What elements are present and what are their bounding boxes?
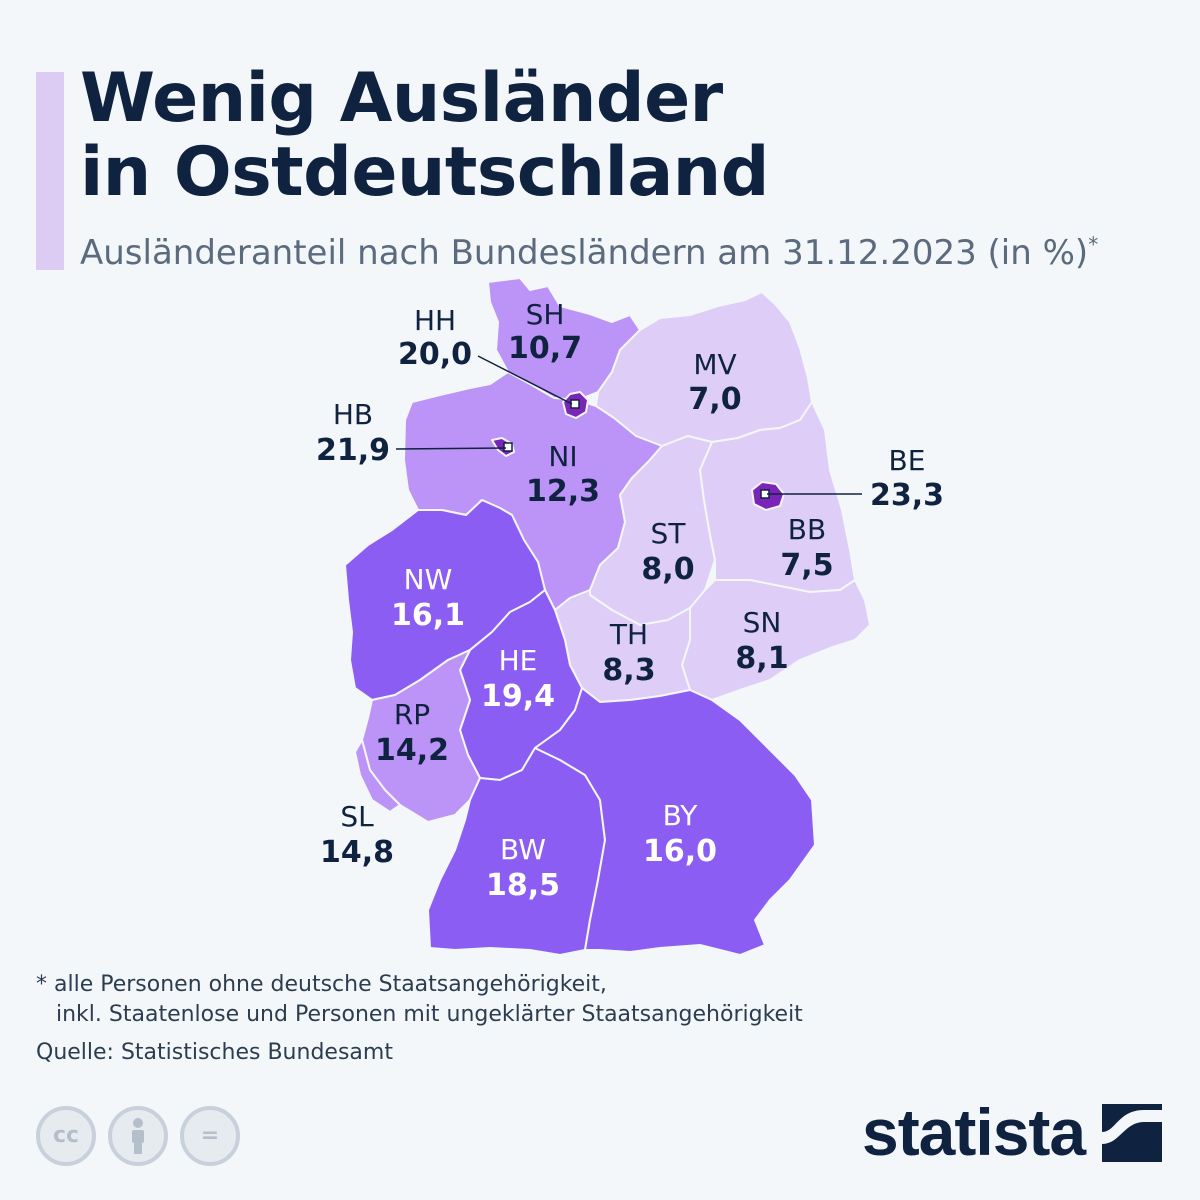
value-BE: 23,3 xyxy=(870,478,944,513)
label-HH: HH 20,0 xyxy=(398,304,472,372)
label-RP: RP 14,2 xyxy=(375,698,449,768)
region-BY xyxy=(534,687,816,956)
value-RP: 14,2 xyxy=(375,733,449,768)
bremen-marker xyxy=(503,442,513,452)
label-TH: TH 8,3 xyxy=(602,618,655,688)
code-RP: RP xyxy=(394,698,430,731)
footnote: * alle Personen ohne deutsche Staatsange… xyxy=(36,970,896,1030)
hamburg-marker xyxy=(570,399,580,409)
code-BB: BB xyxy=(788,513,826,546)
page-title: Wenig Ausländer in Ostdeutschland xyxy=(80,62,769,210)
code-HH: HH xyxy=(414,304,456,337)
title-line-2: in Ostdeutschland xyxy=(80,133,769,212)
label-BY: BY 16,0 xyxy=(643,799,717,869)
label-ST: ST 8,0 xyxy=(641,517,694,587)
statista-logo[interactable]: statista xyxy=(862,1092,1172,1172)
no-derivatives-icon[interactable]: = xyxy=(180,1106,240,1166)
code-SN: SN xyxy=(743,606,782,639)
value-HB: 21,9 xyxy=(316,433,390,468)
footnote-line-1: * alle Personen ohne deutsche Staatsange… xyxy=(36,972,607,997)
label-HB: HB 21,9 xyxy=(316,398,390,468)
code-NW: NW xyxy=(404,563,453,596)
code-HB: HB xyxy=(333,398,373,431)
code-MV: MV xyxy=(693,348,736,381)
code-TH: TH xyxy=(609,618,648,651)
cc-icon[interactable]: cc xyxy=(36,1106,96,1166)
label-SH: SH 10,7 xyxy=(508,298,582,366)
state-regions xyxy=(344,277,871,956)
label-BE: BE 23,3 xyxy=(870,444,944,513)
cc-icon-label: cc xyxy=(52,1123,80,1148)
code-BY: BY xyxy=(663,799,699,832)
label-BB: BB 7,5 xyxy=(780,513,833,583)
brand-wordmark: statista xyxy=(862,1095,1086,1169)
value-TH: 8,3 xyxy=(602,653,655,688)
value-HH: 20,0 xyxy=(398,337,472,372)
state-labels: SH 10,7 HH 20,0 MV 7,0 HB 21,9 NI 12,3 B… xyxy=(316,298,944,903)
subtitle-text: Ausländeranteil nach Bundesländern am 31… xyxy=(80,233,1089,273)
value-ST: 8,0 xyxy=(641,552,694,587)
value-NI: 12,3 xyxy=(526,474,600,509)
label-SL: SL 14,8 xyxy=(320,800,394,870)
value-NW: 16,1 xyxy=(391,598,465,633)
code-HE: HE xyxy=(499,644,538,677)
statista-mark-icon xyxy=(1102,1104,1162,1162)
person-glyph xyxy=(132,1118,144,1154)
code-BW: BW xyxy=(500,833,546,866)
code-ST: ST xyxy=(651,517,687,550)
title-accent-bar xyxy=(36,72,64,270)
label-NI: NI 12,3 xyxy=(526,440,600,509)
value-BW: 18,5 xyxy=(486,868,560,903)
region-SN xyxy=(681,579,871,701)
label-BW: BW 18,5 xyxy=(486,833,560,903)
value-MV: 7,0 xyxy=(688,382,741,417)
label-MV: MV 7,0 xyxy=(688,348,741,417)
title-line-1: Wenig Ausländer xyxy=(80,59,723,138)
subtitle-asterisk: * xyxy=(1088,232,1099,257)
value-SN: 8,1 xyxy=(735,641,788,676)
value-HE: 19,4 xyxy=(481,679,555,714)
value-BY: 16,0 xyxy=(643,834,717,869)
leader-line-HB xyxy=(395,447,507,450)
label-SN: SN 8,1 xyxy=(735,606,788,676)
value-SL: 14,8 xyxy=(320,835,394,870)
nd-icon-label: = xyxy=(200,1123,220,1148)
value-BB: 7,5 xyxy=(780,548,833,583)
label-HE: HE 19,4 xyxy=(481,644,555,714)
code-NI: NI xyxy=(548,440,577,473)
attribution-icon[interactable] xyxy=(108,1106,168,1166)
footnote-line-2: inkl. Staatenlose und Personen mit ungek… xyxy=(56,1002,803,1027)
page-subtitle: Ausländeranteil nach Bundesländern am 31… xyxy=(80,230,1098,276)
leader-line-HH xyxy=(477,355,573,405)
label-NW: NW 16,1 xyxy=(391,563,465,633)
region-SL xyxy=(354,739,401,813)
source-note: Quelle: Statistisches Bundesamt xyxy=(36,1040,393,1065)
value-SH: 10,7 xyxy=(508,331,582,366)
code-BE: BE xyxy=(889,444,926,477)
code-SL: SL xyxy=(340,800,374,833)
code-SH: SH xyxy=(526,298,565,331)
